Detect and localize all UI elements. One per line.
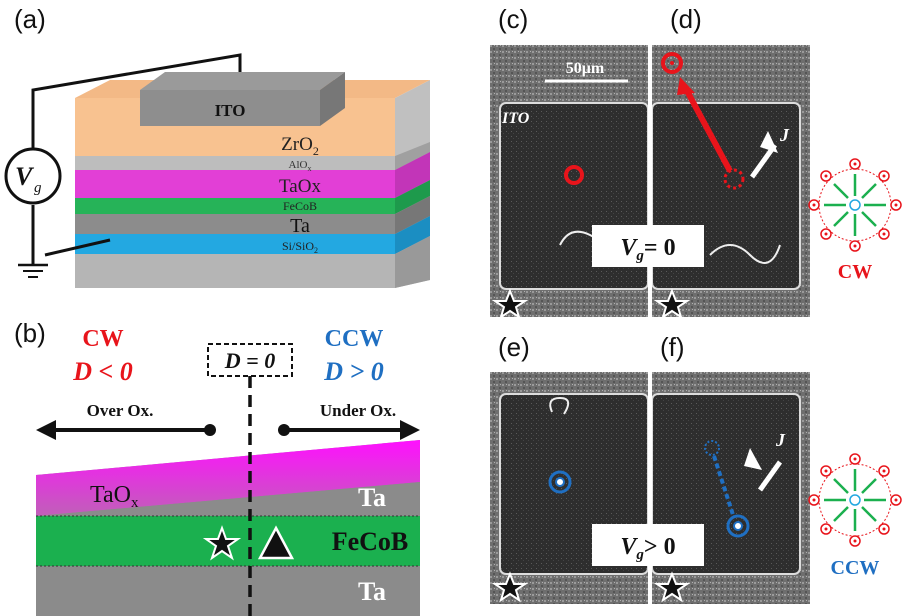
gate-voltage-label: V	[15, 162, 35, 191]
layer-substrate	[75, 234, 395, 254]
bubble-domain-d	[661, 52, 683, 74]
layer-alox	[75, 156, 395, 170]
vg-pos-label: Vg> 0	[620, 534, 675, 563]
ta-bottom-label: Ta	[358, 577, 386, 606]
layer-taox	[75, 170, 395, 198]
domain-motion-arrow-f	[712, 455, 736, 519]
vg-pos-box	[592, 524, 704, 566]
bubble-domain-e	[548, 470, 572, 494]
layer-label-fecob: FeCoB	[283, 199, 317, 213]
ccw-label: CCW	[325, 326, 384, 352]
scale-bar-label: 50μm	[566, 60, 605, 77]
current-label-f: J	[775, 430, 786, 450]
under-ox-label: Under Ox.	[320, 401, 396, 420]
voltage-source-icon	[4, 147, 62, 205]
taox-label: TaOx	[90, 482, 139, 511]
layer-fecob	[75, 198, 395, 214]
star-icon-d	[653, 288, 691, 317]
triangle-icon	[257, 525, 295, 560]
kerr-images-vg-positive: J Vg> 0	[490, 372, 810, 604]
ito-label: ITO	[215, 101, 246, 120]
ccw-chirality-icon: CCW	[808, 453, 902, 579]
over-ox-label: Over Ox.	[87, 401, 154, 420]
ccw-icon-label: CCW	[831, 557, 880, 579]
star-icon-e	[491, 571, 529, 603]
bubble-domain-f	[726, 514, 750, 538]
ta-top-label: Ta	[358, 483, 386, 512]
ccw-condition: D > 0	[323, 357, 384, 386]
layer-label-zro2: ZrO2	[281, 134, 319, 158]
layer-label-ta: Ta	[290, 215, 310, 237]
star-icon-f	[653, 571, 691, 603]
cw-chirality-icon: CW	[808, 158, 902, 280]
d-zero-box	[207, 343, 293, 377]
layer-ta	[75, 214, 395, 234]
layer-label-substrate: Si/SiO2	[282, 239, 318, 255]
panel-label-c: (c)	[498, 4, 529, 34]
panel-label-d: (d)	[670, 4, 702, 34]
fecob-label: FeCoB	[332, 527, 409, 556]
panel-label-b: (b)	[14, 318, 46, 348]
kerr-images-vg-zero: 50μm ITO J Vg= 0	[490, 45, 810, 317]
layer-ta-top	[36, 482, 420, 516]
layer-label-taox: TaOx	[279, 176, 321, 197]
current-label: J	[779, 125, 790, 145]
panel-label-e: (e)	[498, 332, 530, 362]
vg-zero-label: Vg= 0	[620, 235, 675, 264]
cw-label: CW	[82, 326, 123, 352]
dmi-diagram: CW D < 0 CCW D > 0 D = 0 Over Ox. Under …	[36, 326, 420, 616]
ito-electrode	[140, 90, 320, 126]
panel-label-a: (a)	[14, 4, 46, 34]
cw-condition: D < 0	[72, 357, 133, 386]
svg-text:g: g	[34, 180, 42, 196]
layer-taox-wedge	[36, 440, 420, 516]
device-schematic: V g ITO ZrO2 AlOx TaOx FeCoB Ta Si/SiO2	[4, 53, 430, 288]
bubble-domain-c	[564, 165, 584, 185]
star-icon	[202, 525, 242, 561]
vg-zero-box	[592, 225, 704, 267]
d-zero-label: D = 0	[224, 348, 275, 373]
star-icon-c	[491, 288, 529, 317]
cw-icon-label: CW	[838, 261, 872, 280]
domain-motion-arrow	[683, 87, 733, 173]
layer-label-alox: AlOx	[289, 159, 312, 173]
panel-label-f: (f)	[660, 332, 685, 362]
ito-image-label: ITO	[501, 110, 530, 127]
